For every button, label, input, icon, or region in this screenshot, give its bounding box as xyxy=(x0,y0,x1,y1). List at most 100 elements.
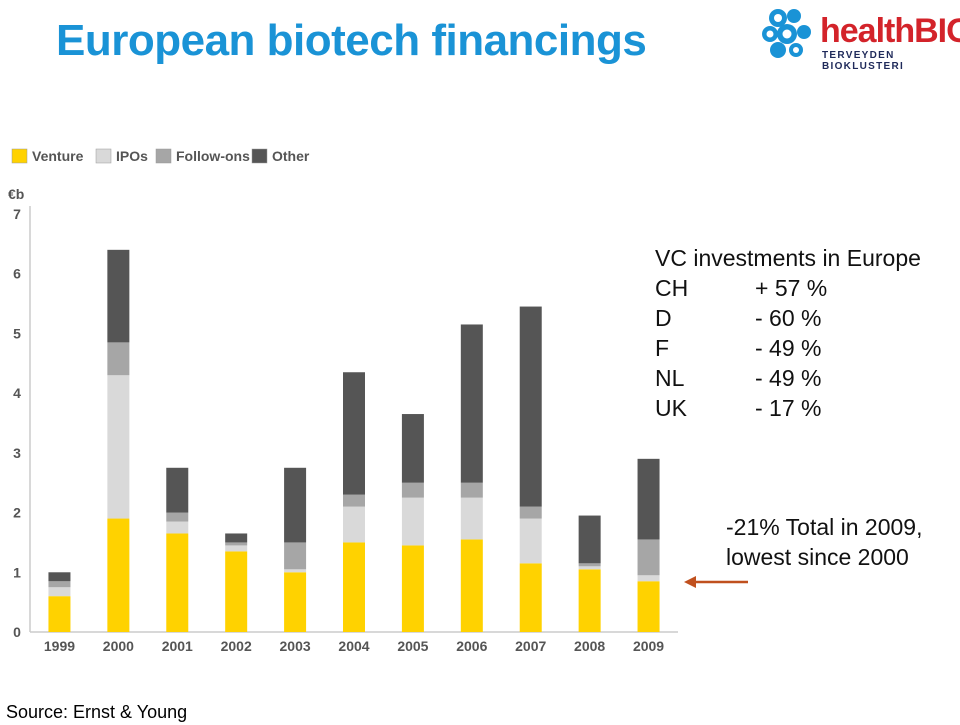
bar-2008-follow-ons xyxy=(578,563,601,567)
bar-2008-other xyxy=(578,515,601,564)
total-note-line1: -21% Total in 2009, xyxy=(726,514,923,540)
x-tick-label: 2008 xyxy=(574,638,605,654)
bar-2004-venture xyxy=(343,542,365,632)
bar-2004-ipos xyxy=(343,506,365,543)
bar-2009-other xyxy=(637,458,660,540)
x-tick-label: 2005 xyxy=(397,638,428,654)
x-tick-label: 2001 xyxy=(162,638,193,654)
bar-2000-venture xyxy=(107,518,130,632)
bar-2002-follow-ons xyxy=(225,542,248,546)
logo-word-health: health xyxy=(820,12,915,50)
vc-country: D xyxy=(655,305,672,331)
bar-2001-other xyxy=(166,467,189,513)
bar-1999-follow-ons xyxy=(48,581,71,588)
bar-2004-other xyxy=(343,372,365,495)
vc-row-nl: NL - 49 % xyxy=(655,363,821,393)
y-tick-label: 6 xyxy=(13,266,21,282)
legend-swatch-ipos xyxy=(95,148,112,164)
x-tick-label: 2004 xyxy=(338,638,369,654)
y-tick-label: 5 xyxy=(13,325,21,341)
bar-2009-venture xyxy=(637,581,660,632)
x-tick-label: 2003 xyxy=(280,638,311,654)
bar-2007-ipos xyxy=(519,518,542,564)
healthbio-logo: healthBIO TERVEYDEN BIOKLUSTERI xyxy=(758,4,960,72)
legend-label: Venture xyxy=(32,148,84,164)
bar-2007-follow-ons xyxy=(519,506,542,519)
bar-2000-follow-ons xyxy=(107,342,130,376)
x-tick-label: 1999 xyxy=(44,638,75,654)
vc-country: F xyxy=(655,335,670,361)
bar-2004-follow-ons xyxy=(343,494,365,507)
bar-2008-venture xyxy=(578,569,601,632)
y-tick-label: 0 xyxy=(13,624,21,640)
bar-1999-ipos xyxy=(48,587,71,597)
bar-2000-other xyxy=(107,249,130,343)
vc-country: NL xyxy=(655,365,685,391)
page-title: European biotech financings xyxy=(56,16,647,65)
legend-label: Other xyxy=(272,148,310,164)
vc-change: - 49 % xyxy=(755,335,822,361)
bar-2005-follow-ons xyxy=(401,482,424,498)
legend-swatch-venture xyxy=(11,148,28,164)
vc-country: CH xyxy=(655,275,689,301)
x-tick-label: 2009 xyxy=(633,638,664,654)
bar-2002-ipos xyxy=(225,545,248,552)
bar-2003-ipos xyxy=(284,569,307,573)
bar-2003-venture xyxy=(284,572,307,632)
y-unit-label: €b xyxy=(8,186,24,202)
vc-change: + 57 % xyxy=(755,275,828,301)
y-tick-label: 1 xyxy=(13,564,21,580)
bar-2009-ipos xyxy=(637,575,660,582)
bar-2006-follow-ons xyxy=(460,482,483,498)
x-tick-label: 2000 xyxy=(103,638,134,654)
legend-label: IPOs xyxy=(116,148,148,164)
bar-2002-other xyxy=(225,533,248,543)
bar-2008-ipos xyxy=(578,566,601,570)
legend-label: Follow-ons xyxy=(176,148,250,164)
bar-2001-follow-ons xyxy=(166,512,189,522)
bar-2007-venture xyxy=(519,563,542,632)
bar-2006-other xyxy=(460,324,483,483)
bar-2003-follow-ons xyxy=(284,542,307,570)
cell-cluster-icon xyxy=(762,9,811,58)
x-tick-label: 2002 xyxy=(221,638,252,654)
y-tick-label: 3 xyxy=(13,445,21,461)
vc-change: - 49 % xyxy=(755,365,822,391)
vc-row-f: F - 49 % xyxy=(655,333,821,363)
bar-2005-ipos xyxy=(401,497,424,546)
logo-word-bio: BIO xyxy=(914,12,960,50)
annotation-arrow-head xyxy=(684,576,696,588)
bar-2006-venture xyxy=(460,539,483,632)
legend-swatch-other xyxy=(251,148,268,164)
vc-change: - 60 % xyxy=(755,305,822,331)
vc-investments-title: VC investments in Europe xyxy=(655,245,921,271)
vc-row-uk: UK - 17 % xyxy=(655,393,821,423)
legend-swatch-follow-ons xyxy=(155,148,172,164)
x-tick-label: 2007 xyxy=(515,638,546,654)
bar-2007-other xyxy=(519,306,542,507)
bar-2001-ipos xyxy=(166,521,189,534)
vc-row-ch: CH + 57 % xyxy=(655,273,827,303)
bar-2005-other xyxy=(401,414,424,483)
y-tick-label: 4 xyxy=(13,385,21,401)
bar-2002-venture xyxy=(225,551,248,632)
bar-2006-ipos xyxy=(460,497,483,540)
source-note: Source: Ernst & Young xyxy=(6,702,188,722)
bar-1999-venture xyxy=(48,596,71,632)
bar-2000-ipos xyxy=(107,375,130,519)
total-note-line2: lowest since 2000 xyxy=(726,544,909,570)
vc-country: UK xyxy=(655,395,687,421)
bar-2001-venture xyxy=(166,533,189,632)
bar-2005-venture xyxy=(401,545,424,632)
vc-change: - 17 % xyxy=(755,395,822,421)
y-tick-label: 2 xyxy=(13,505,21,521)
bar-2009-follow-ons xyxy=(637,539,660,576)
logo-wordmark: healthBIO xyxy=(820,14,960,48)
vc-row-d: D - 60 % xyxy=(655,303,821,333)
bar-1999-other xyxy=(48,572,71,582)
x-tick-label: 2006 xyxy=(456,638,487,654)
y-tick-label: 7 xyxy=(13,206,21,222)
logo-subtitle: TERVEYDEN BIOKLUSTERI xyxy=(822,50,905,72)
bar-2003-other xyxy=(284,467,307,543)
